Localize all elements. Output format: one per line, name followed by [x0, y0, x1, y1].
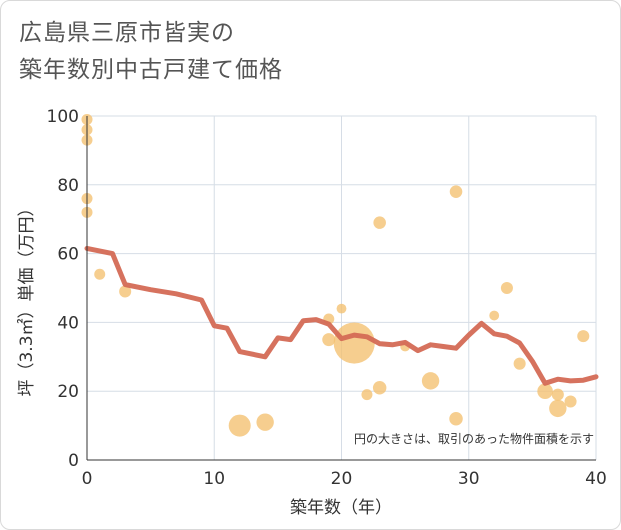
data-bubble	[119, 285, 132, 298]
data-bubble	[228, 414, 251, 437]
chart-title-line-1: 広島県三原市皆実の	[19, 20, 235, 46]
trend-line	[84, 245, 599, 386]
x-tick-label: 20	[331, 469, 353, 489]
data-bubble	[333, 322, 375, 364]
data-bubble	[256, 413, 274, 431]
x-tick-label: 0	[82, 469, 93, 489]
data-bubble	[421, 372, 440, 390]
tick-labels: 0 10 20 30 40 0 20 40 60 80 100	[47, 107, 607, 489]
x-tick-label: 10	[203, 469, 225, 489]
y-tick-label: 0	[68, 451, 79, 471]
x-tick-label: 30	[458, 469, 480, 489]
size-legend-note: 円の大きさは、取引のあった物件面積を示す	[354, 431, 594, 446]
y-tick-label: 60	[57, 245, 79, 265]
data-bubble	[500, 281, 513, 295]
data-bubble	[513, 357, 526, 370]
data-bubble	[336, 303, 347, 314]
y-axis-label: 坪（3.3㎡）単価（万円）	[17, 199, 37, 396]
data-bubble	[449, 411, 463, 426]
axes	[86, 116, 596, 461]
data-bubble	[94, 268, 106, 280]
y-tick-label: 40	[57, 313, 79, 333]
data-bubble	[549, 399, 567, 418]
trend-line-group	[84, 245, 599, 386]
x-axis-label: 築年数（年）	[290, 498, 392, 518]
chart-title: 広島県三原市皆実の 築年数別中古戸建て価格	[19, 15, 283, 89]
y-tick-label: 80	[57, 176, 79, 196]
data-bubble	[322, 333, 336, 347]
data-bubble	[449, 185, 463, 198]
data-bubble	[551, 388, 564, 401]
data-bubble	[373, 216, 386, 229]
data-bubble	[577, 330, 590, 343]
y-tick-label: 100	[47, 107, 79, 127]
data-bubble	[372, 381, 387, 395]
data-bubble	[489, 310, 500, 321]
data-bubble	[537, 383, 553, 399]
x-tick-label: 40	[585, 469, 607, 489]
y-tick-label: 20	[57, 382, 79, 402]
chart-title-line-2: 築年数別中古戸建て価格	[19, 57, 283, 83]
bubbles	[81, 113, 590, 437]
data-bubble	[361, 389, 373, 401]
grid	[87, 115, 597, 460]
data-bubble	[564, 395, 577, 408]
